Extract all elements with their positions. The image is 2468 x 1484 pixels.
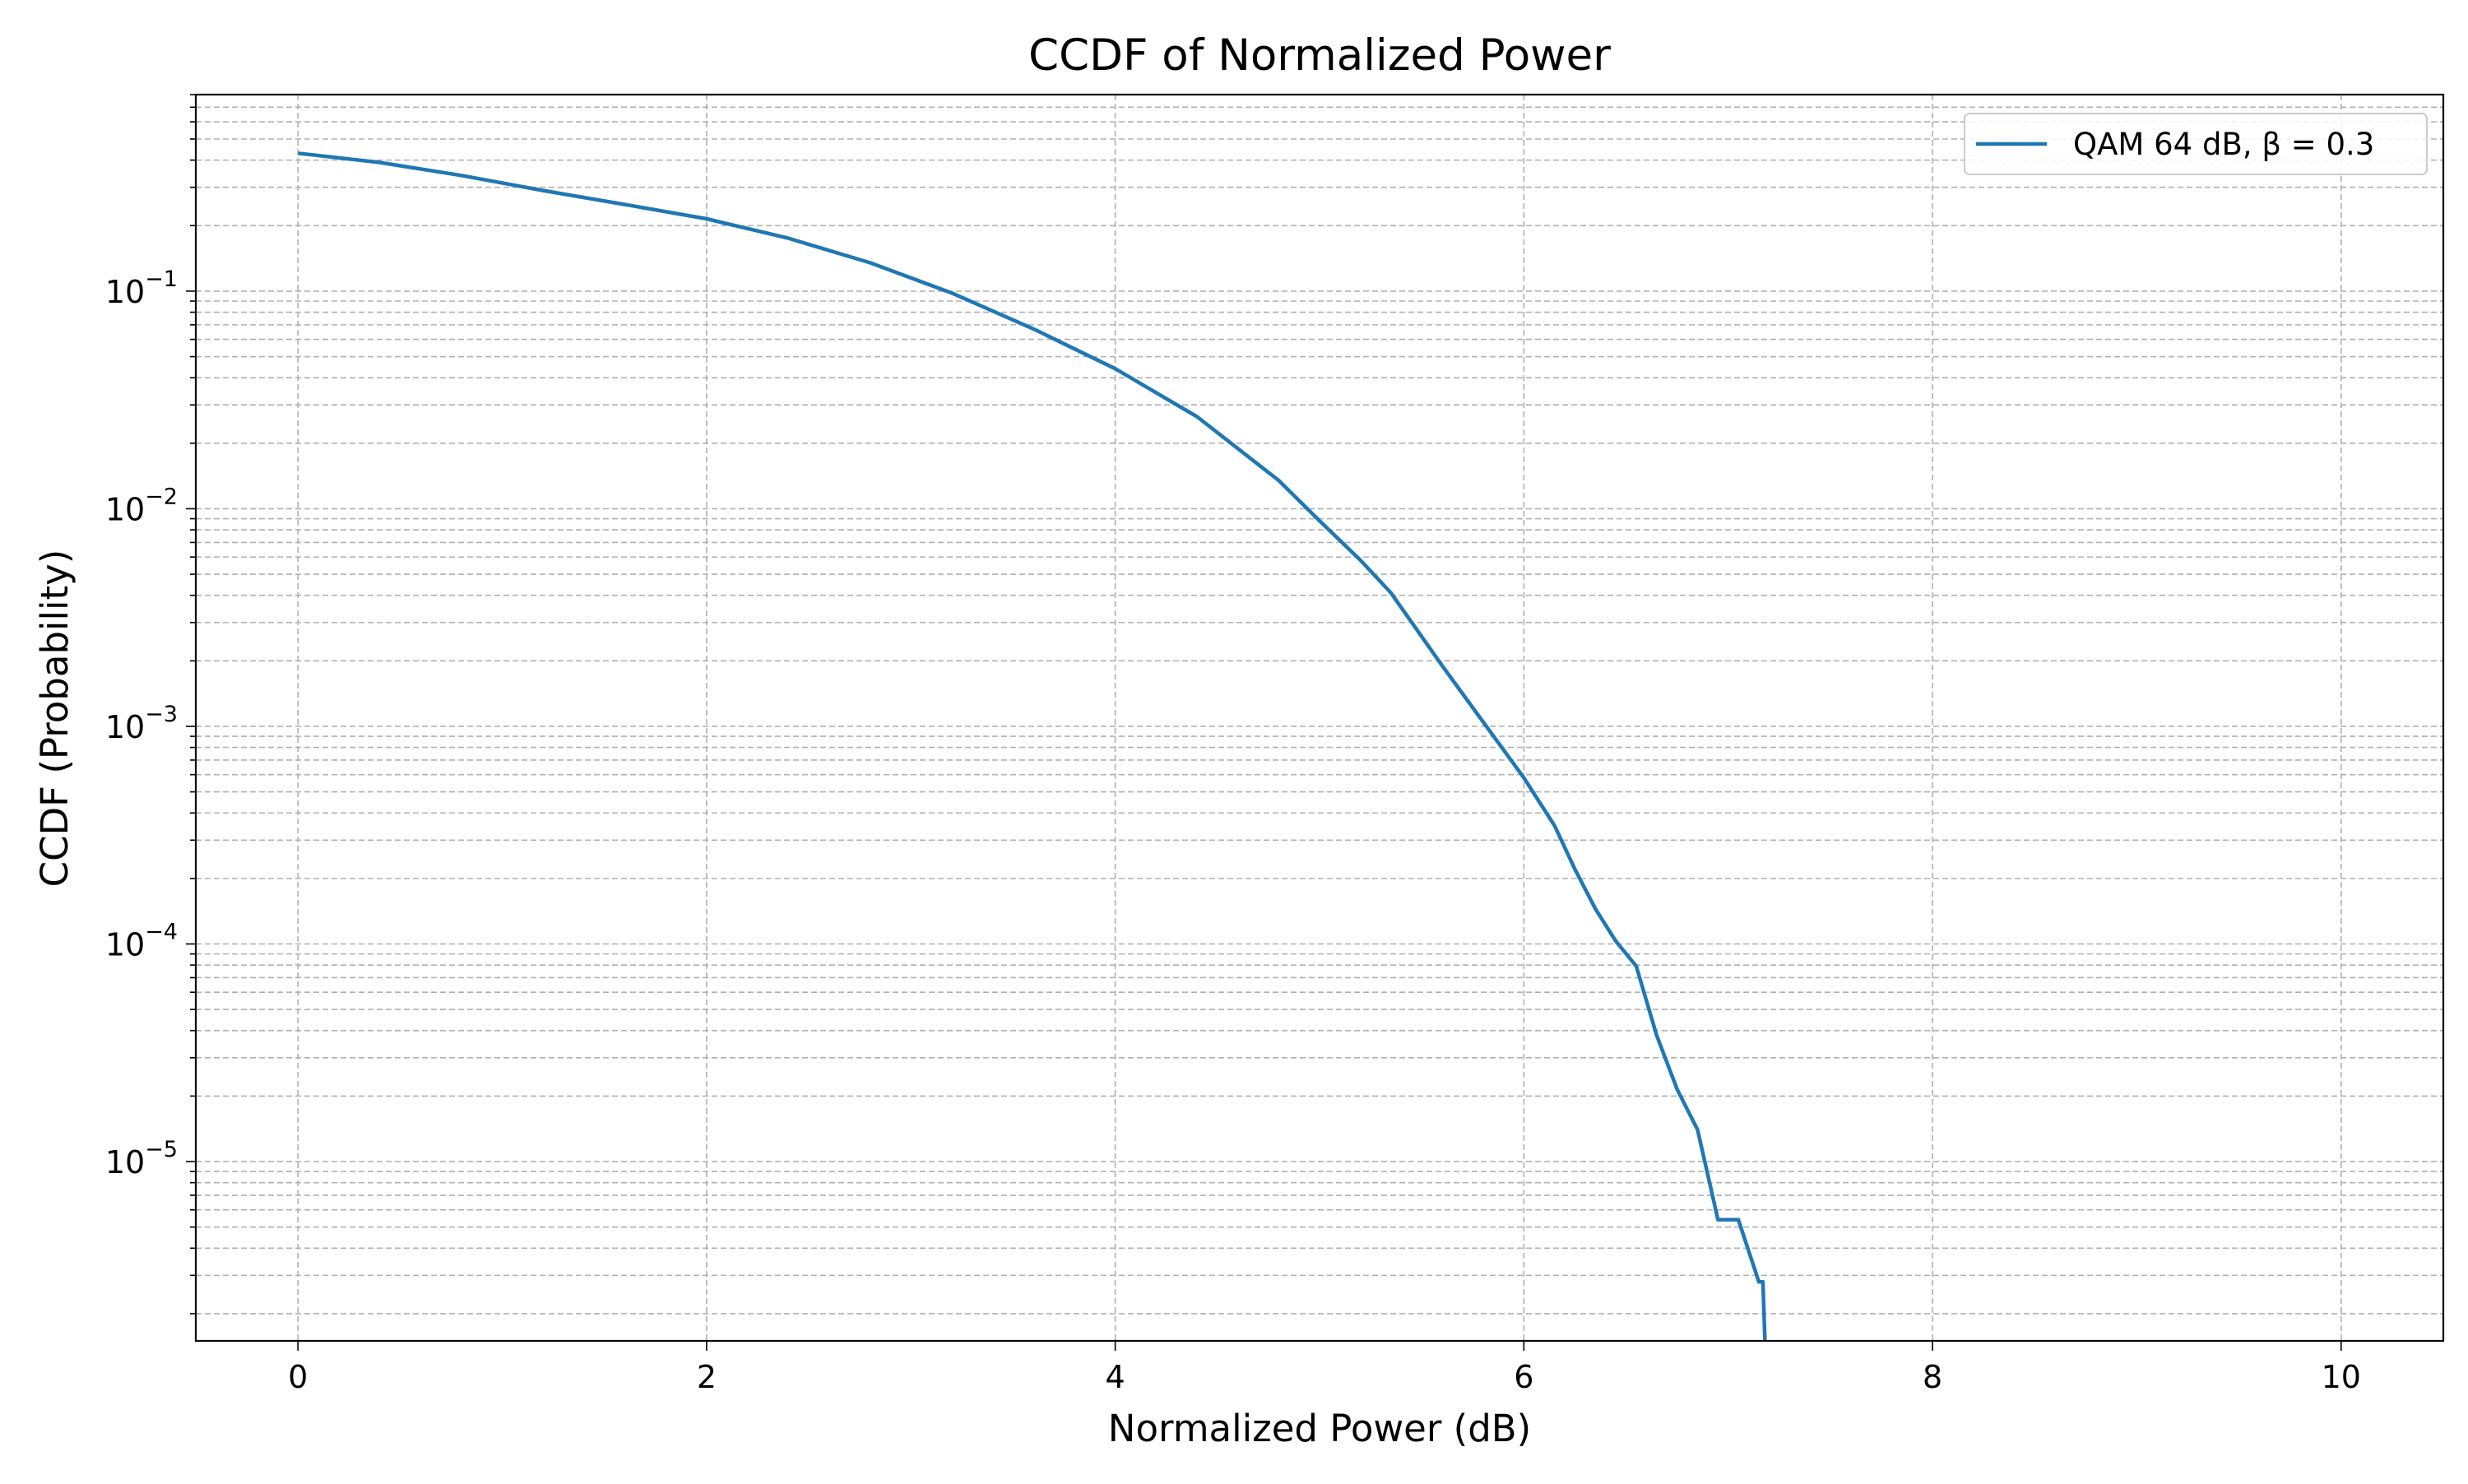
x-tick-label: 2	[697, 1359, 717, 1395]
x-tick-label: 0	[288, 1359, 308, 1395]
x-tick-label: 8	[1923, 1359, 1942, 1395]
y-tick-label: 10−1	[105, 267, 178, 310]
y-axis-label: CCDF (Probability)	[33, 550, 77, 888]
y-tick-label: 10−3	[105, 702, 178, 745]
y-tick-label: 10−4	[105, 920, 178, 963]
plot-frame	[196, 95, 2443, 1341]
grid-layer	[196, 95, 2443, 1341]
x-tick-label: 6	[1514, 1359, 1533, 1395]
y-tick-label: 10−2	[105, 484, 178, 527]
x-tick-label: 4	[1106, 1359, 1125, 1395]
legend: QAM 64 dB, β = 0.3	[1965, 114, 2427, 174]
legend-entry-label: QAM 64 dB, β = 0.3	[2073, 127, 2374, 162]
chart-title: CCDF of Normalized Power	[1028, 30, 1611, 81]
x-axis-label: Normalized Power (dB)	[1108, 1407, 1531, 1450]
x-tick-label: 10	[2322, 1359, 2361, 1395]
ticks-layer: 0 2 4 6 8 10 10−1 10−2 10−3 10−4 10−5	[105, 95, 2361, 1395]
y-tick-label: 10−5	[105, 1137, 178, 1180]
